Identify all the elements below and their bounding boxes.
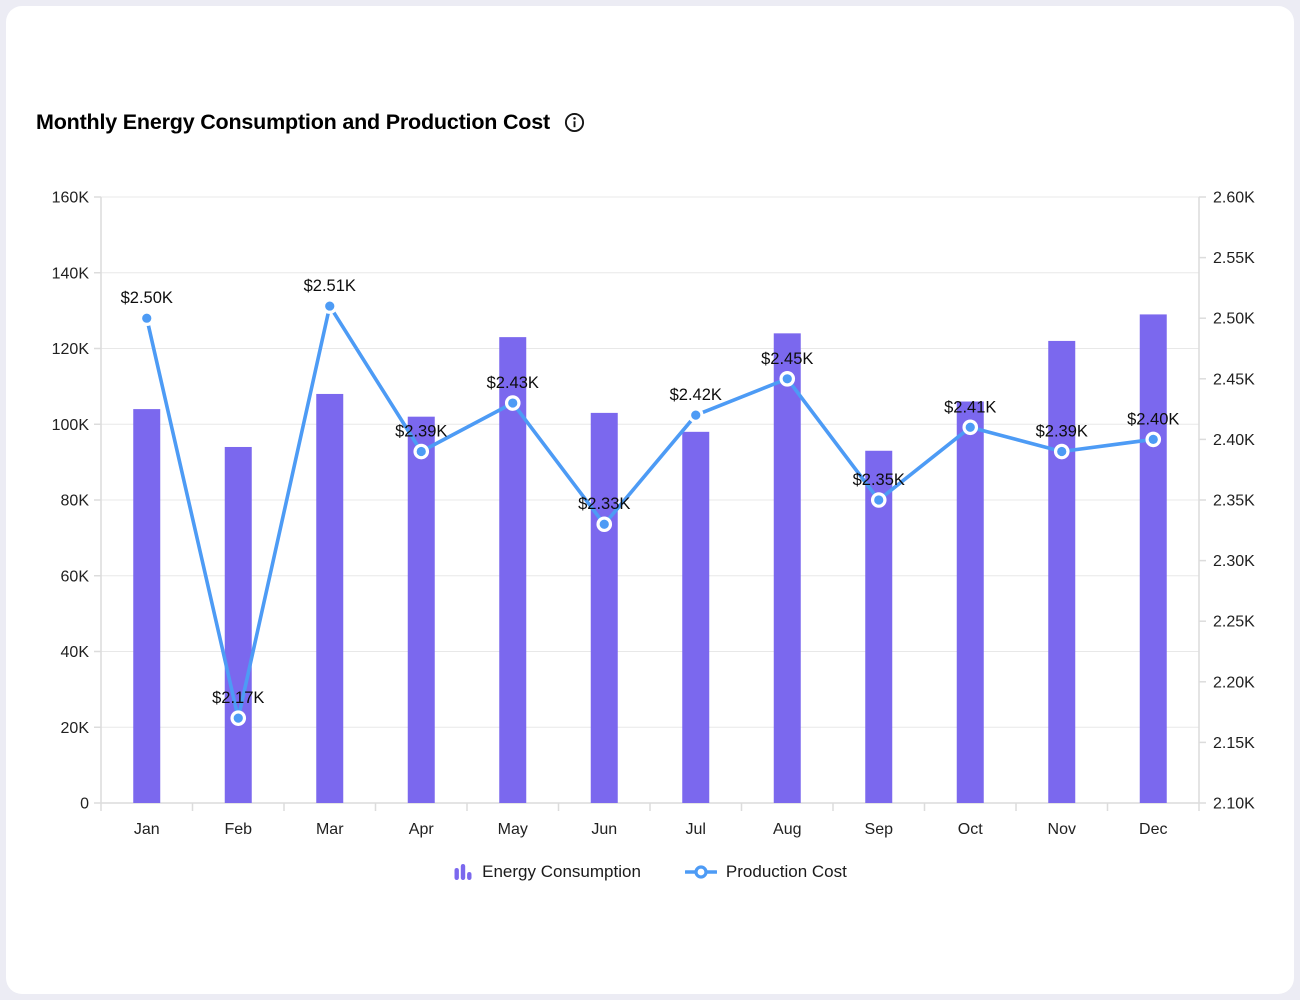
x-axis-label-jun: Jun (591, 821, 617, 838)
right-axis-tick-label: 2.15K (1213, 735, 1255, 752)
right-axis-tick-label: 2.55K (1213, 250, 1255, 267)
point-label-feb: $2.17K (212, 689, 264, 707)
bar-jan[interactable] (133, 409, 161, 803)
left-axis-tick-label: 100K (52, 417, 90, 434)
page-title: Monthly Energy Consumption and Productio… (36, 110, 550, 134)
point-label-may: $2.43K (487, 374, 539, 392)
legend-item-production-cost[interactable]: Production Cost (684, 862, 847, 882)
chart-card: Monthly Energy Consumption and Productio… (6, 6, 1294, 994)
bar-apr[interactable] (407, 416, 435, 803)
bar-nov[interactable] (1048, 340, 1076, 803)
x-axis-label-oct: Oct (958, 821, 983, 838)
bar-sep[interactable] (865, 450, 893, 803)
x-axis-label-may: May (498, 821, 528, 838)
data-labels: $2.50K $2.17K $2.51K $2.39K $2.43K $2.33K $2.4… (121, 277, 1180, 707)
bar-dec[interactable] (1139, 314, 1167, 803)
point-label-mar: $2.51K (304, 277, 356, 295)
bar-aug[interactable] (773, 333, 801, 803)
right-axis-tick-label: 2.30K (1213, 553, 1255, 570)
left-axis-tick-label: 80K (61, 493, 90, 510)
point-aug[interactable] (782, 374, 792, 384)
left-axis-tick-label: 160K (52, 190, 90, 207)
point-label-apr: $2.39K (395, 423, 447, 441)
x-axis-label-jul: Jul (686, 821, 706, 838)
bar-chart-icon (454, 864, 472, 880)
x-axis-label-sep: Sep (865, 821, 894, 838)
legend-label: Energy Consumption (482, 862, 641, 881)
info-icon[interactable] (564, 112, 585, 133)
right-axis-tick-label: 2.50K (1213, 311, 1255, 328)
left-axis-tick-label: 140K (52, 265, 90, 282)
point-may[interactable] (508, 398, 518, 408)
right-axis-tick-label: 2.25K (1213, 614, 1255, 631)
right-axis-tick-label: 2.40K (1213, 432, 1255, 449)
point-jul[interactable] (691, 410, 701, 420)
left-axis-tick-label: 40K (61, 644, 90, 661)
point-feb[interactable] (233, 713, 243, 723)
x-axis-label-mar: Mar (316, 821, 344, 838)
line-series (138, 298, 1162, 726)
bar-mar[interactable] (316, 393, 344, 803)
right-axis-tick-label: 2.20K (1213, 674, 1255, 691)
x-axis-label-apr: Apr (409, 821, 435, 838)
x-axis-label-jan: Jan (134, 821, 160, 838)
point-jan[interactable] (142, 313, 152, 323)
bar-jun[interactable] (590, 412, 618, 803)
left-axis-tick-label: 120K (52, 341, 90, 358)
axis-tick-labels: 0 20K 40K 60K 80K 100K 120K 140K 160K 2.10K 2.15K 2… (52, 190, 1256, 839)
point-mar[interactable] (325, 301, 335, 311)
bar-oct[interactable] (956, 401, 984, 803)
right-axis-tick-label: 2.35K (1213, 493, 1255, 510)
right-axis-tick-label: 2.10K (1213, 796, 1255, 813)
point-oct[interactable] (965, 422, 975, 432)
left-axis-tick-label: 60K (61, 568, 90, 585)
bar-series (133, 314, 1167, 803)
right-axis-tick-label: 2.45K (1213, 371, 1255, 388)
left-axis-tick-label: 20K (61, 720, 90, 737)
point-sep[interactable] (874, 495, 884, 505)
point-label-jul: $2.42K (670, 386, 722, 404)
chart-legend: Energy Consumption Production Cost (6, 862, 1294, 882)
legend-item-energy-consumption[interactable]: Energy Consumption (453, 862, 641, 882)
point-jun[interactable] (599, 519, 609, 529)
point-label-nov: $2.39K (1036, 423, 1088, 441)
line-point-icon (684, 865, 717, 879)
x-axis-label-feb: Feb (224, 821, 252, 838)
point-label-jan: $2.50K (121, 289, 173, 307)
point-label-jun: $2.33K (578, 495, 630, 513)
point-dec[interactable] (1148, 434, 1158, 444)
bar-feb[interactable] (224, 446, 252, 803)
gridlines (101, 196, 1199, 804)
chart-canvas: $2.50K $2.17K $2.51K $2.39K $2.43K $2.33K $2.4… (52, 190, 1256, 839)
right-axis-tick-label: 2.60K (1213, 190, 1255, 207)
point-label-aug: $2.45K (761, 350, 813, 368)
legend-label: Production Cost (725, 862, 847, 881)
point-label-dec: $2.40K (1127, 410, 1179, 428)
x-axis-label-dec: Dec (1139, 821, 1167, 838)
x-axis-label-aug: Aug (773, 821, 801, 838)
chart-header: Monthly Energy Consumption and Productio… (36, 110, 585, 135)
x-axis-label-nov: Nov (1048, 821, 1076, 838)
production-cost-line (144, 304, 1156, 720)
axes (94, 196, 1206, 811)
bar-jul[interactable] (682, 431, 710, 803)
point-apr[interactable] (416, 446, 426, 457)
point-label-oct: $2.41K (944, 398, 996, 416)
point-label-sep: $2.35K (853, 471, 905, 489)
left-axis-tick-label: 0 (80, 796, 89, 813)
point-nov[interactable] (1057, 446, 1067, 457)
